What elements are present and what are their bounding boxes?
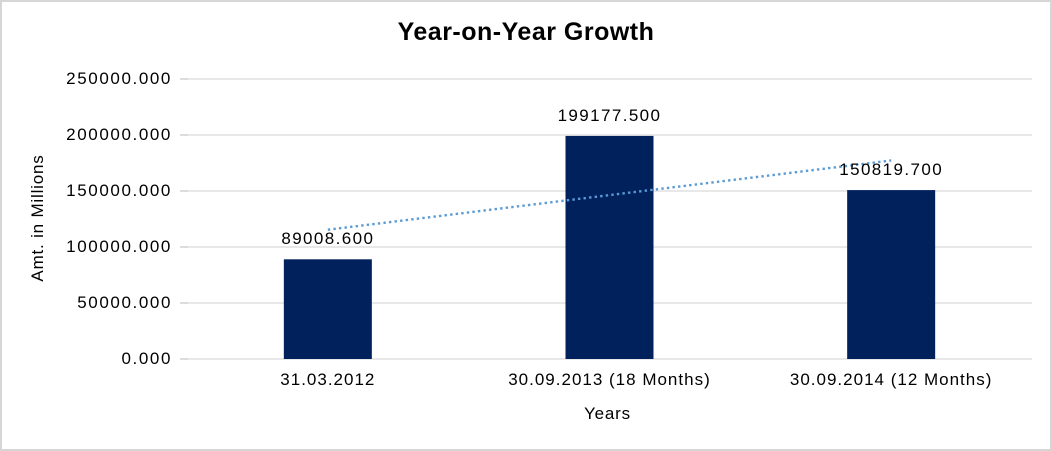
y-tick-label: 250000.000 bbox=[66, 69, 172, 88]
x-axis-title: Years bbox=[584, 404, 631, 423]
chart-title: Year-on-Year Growth bbox=[397, 18, 655, 46]
bar bbox=[565, 135, 654, 359]
bar-value-label: 89008.600 bbox=[281, 229, 375, 249]
bar bbox=[283, 259, 372, 359]
x-category-label: 30.09.2013 (18 Months) bbox=[508, 370, 711, 389]
y-tick-label: 200000.000 bbox=[66, 125, 172, 144]
bar-value-label: 199177.500 bbox=[557, 105, 662, 125]
x-category-label: 30.09.2014 (12 Months) bbox=[789, 370, 993, 389]
y-tick-label: 150000.000 bbox=[66, 181, 172, 200]
bar-value-label: 150819.700 bbox=[839, 160, 944, 180]
y-tick-label: 50000.000 bbox=[77, 293, 172, 312]
y-tick-label: 100000.000 bbox=[66, 237, 172, 256]
y-tick-label: 0.000 bbox=[121, 349, 172, 368]
bar bbox=[847, 190, 936, 359]
x-category-label: 31.03.2012 bbox=[280, 370, 376, 389]
